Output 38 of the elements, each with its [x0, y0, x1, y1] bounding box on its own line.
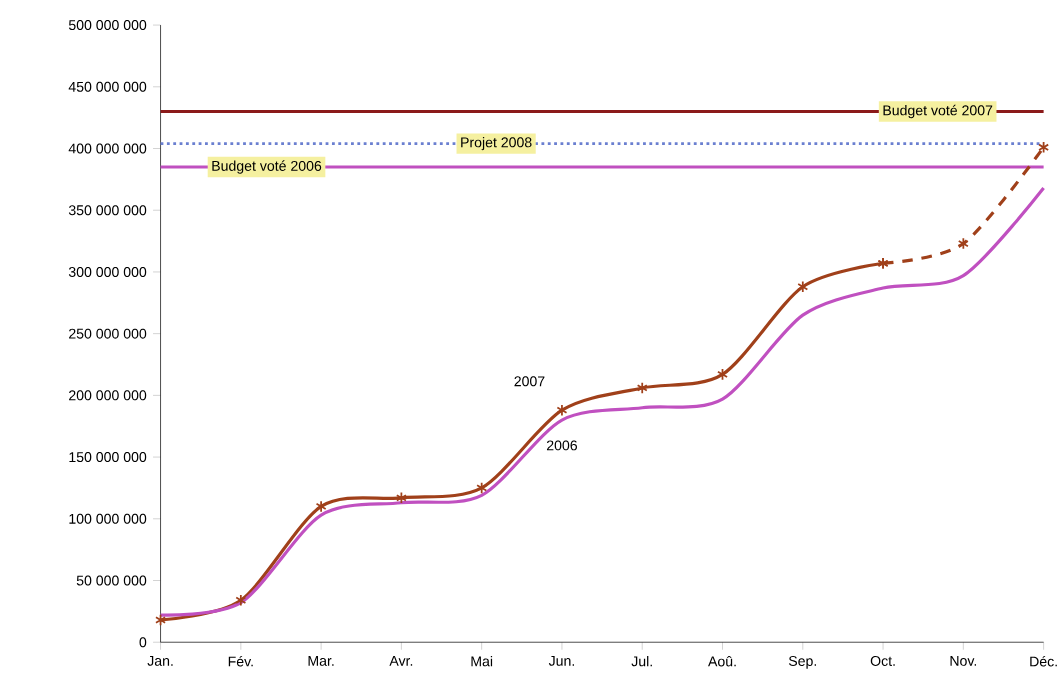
x-tick-label: Aoû. [708, 655, 736, 667]
y-tick-label: 400 000 000 [68, 143, 147, 154]
point [636, 381, 648, 394]
x-tick-label: Fév. [228, 655, 253, 667]
x-tick-label: Jul. [631, 655, 652, 667]
point [476, 481, 488, 494]
y-tick-label: 100 000 000 [69, 513, 147, 524]
x-tick-label: Jan. [147, 655, 173, 666]
y-tick-label: 50 000 000 [76, 575, 147, 586]
x-tick-label: Jun. [548, 655, 574, 666]
ref-line-label: Budget voté 2007 [883, 104, 993, 118]
y-tick-label: 0 [139, 637, 147, 648]
point [1038, 140, 1050, 154]
point [155, 613, 167, 626]
y-tick-label: 250 000 000 [69, 328, 147, 339]
point [235, 593, 247, 607]
x-tick-label: Oct. [870, 655, 895, 666]
y-tick-label: 450 000 000 [68, 81, 147, 92]
point [395, 491, 407, 504]
x-tick-label: Nov. [950, 655, 977, 666]
x-tick-label: Avr. [389, 655, 413, 666]
y-tick-label: 350 000 000 [68, 205, 147, 216]
y-tick-label: 150 000 000 [69, 451, 147, 462]
point [957, 237, 969, 250]
y-tick-label: 300 000 000 [68, 266, 147, 277]
ref-line-label: Projet 2008 [461, 136, 532, 150]
x-tick-label: Déc. [1030, 655, 1057, 667]
point [717, 368, 728, 381]
series-label: 2006 [546, 440, 578, 451]
line-series [158, 186, 1046, 617]
x-tick-label: Sep. [788, 655, 816, 669]
ref-line-label: Budget voté 2006 [212, 160, 322, 174]
point [797, 280, 809, 293]
x-tick-label: Mai [471, 655, 493, 667]
y-tick-label: 200 000 000 [69, 390, 147, 401]
series-label: 2007 [514, 376, 545, 387]
x-tick-label: Mar. [308, 655, 334, 666]
y-tick-label: 500 000 000 [68, 19, 147, 30]
